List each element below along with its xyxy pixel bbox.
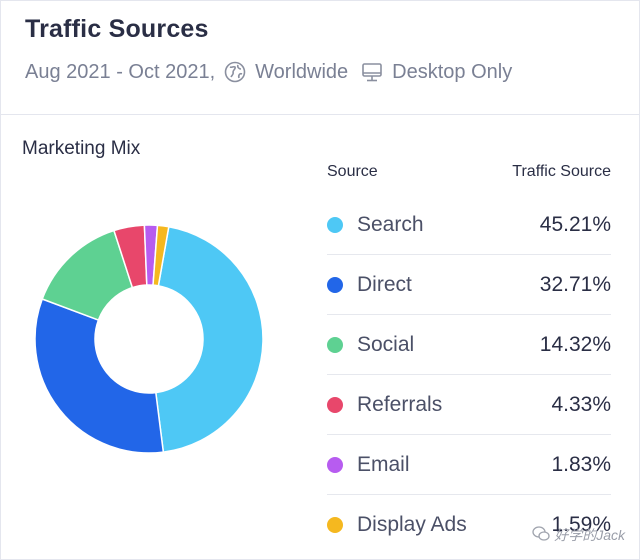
legend-dot xyxy=(327,276,343,293)
donut-slice-search[interactable] xyxy=(154,225,264,453)
column-header-share[interactable]: Traffic Source xyxy=(512,163,611,180)
column-header-source[interactable]: Source xyxy=(327,163,378,180)
table-row[interactable]: Direct 32.71% xyxy=(327,255,611,315)
source-share: 45.21% xyxy=(539,212,611,236)
source-name: Referrals xyxy=(357,392,443,416)
legend-dot xyxy=(327,517,343,533)
watermark: 好学的Jack xyxy=(532,525,625,545)
donut-slice-direct[interactable] xyxy=(34,298,165,454)
table-row[interactable]: Search 45.21% xyxy=(327,195,611,255)
table-row[interactable]: Display Ads 1.59% xyxy=(327,495,611,555)
legend-dot xyxy=(327,216,343,233)
source-share: 32.71% xyxy=(539,272,611,296)
source-name: Email xyxy=(357,452,410,476)
legend-dot xyxy=(327,456,343,473)
source-table: Source Traffic Source Search 45.21% Direct… xyxy=(327,153,611,555)
region-filter[interactable]: Worldwide xyxy=(255,60,349,83)
donut-chart xyxy=(21,211,281,471)
source-name: Search xyxy=(357,212,424,236)
donut-chart-svg xyxy=(34,224,264,454)
source-name: Social xyxy=(357,332,415,356)
filter-summary: Aug 2021 - Oct 2021, Worldwide Desktop O… xyxy=(25,59,512,85)
page-title: Traffic Sources xyxy=(25,15,209,43)
table-row[interactable]: Referrals 4.33% xyxy=(327,375,611,435)
table-header: Source Traffic Source xyxy=(327,153,611,191)
card-header: Traffic Sources Aug 2021 - Oct 2021, Wor… xyxy=(1,1,640,115)
source-share: 4.33% xyxy=(551,392,611,416)
table-row[interactable]: Social 14.32% xyxy=(327,315,611,375)
source-share: 1.83% xyxy=(551,452,611,476)
donut-slice-display-ads[interactable] xyxy=(152,224,170,287)
desktop-icon xyxy=(360,60,384,84)
table-row[interactable]: Email 1.83% xyxy=(327,435,611,495)
source-share: 1.59% xyxy=(551,513,611,536)
date-range[interactable]: Aug 2021 - Oct 2021, xyxy=(25,60,216,83)
globe-icon xyxy=(223,60,247,84)
table-body: Search 45.21% Direct 32.71% Social 14.32% Refe… xyxy=(327,195,611,555)
legend-dot xyxy=(327,336,343,353)
wechat-icon xyxy=(532,525,550,545)
legend-dot xyxy=(327,396,343,413)
watermark-text: 好学的Jack xyxy=(554,527,625,543)
device-filter[interactable]: Desktop Only xyxy=(392,60,513,83)
source-name: Display Ads xyxy=(357,513,467,536)
source-name: Direct xyxy=(357,272,412,296)
source-share: 14.32% xyxy=(539,332,611,356)
section-title: Marketing Mix xyxy=(22,138,141,159)
